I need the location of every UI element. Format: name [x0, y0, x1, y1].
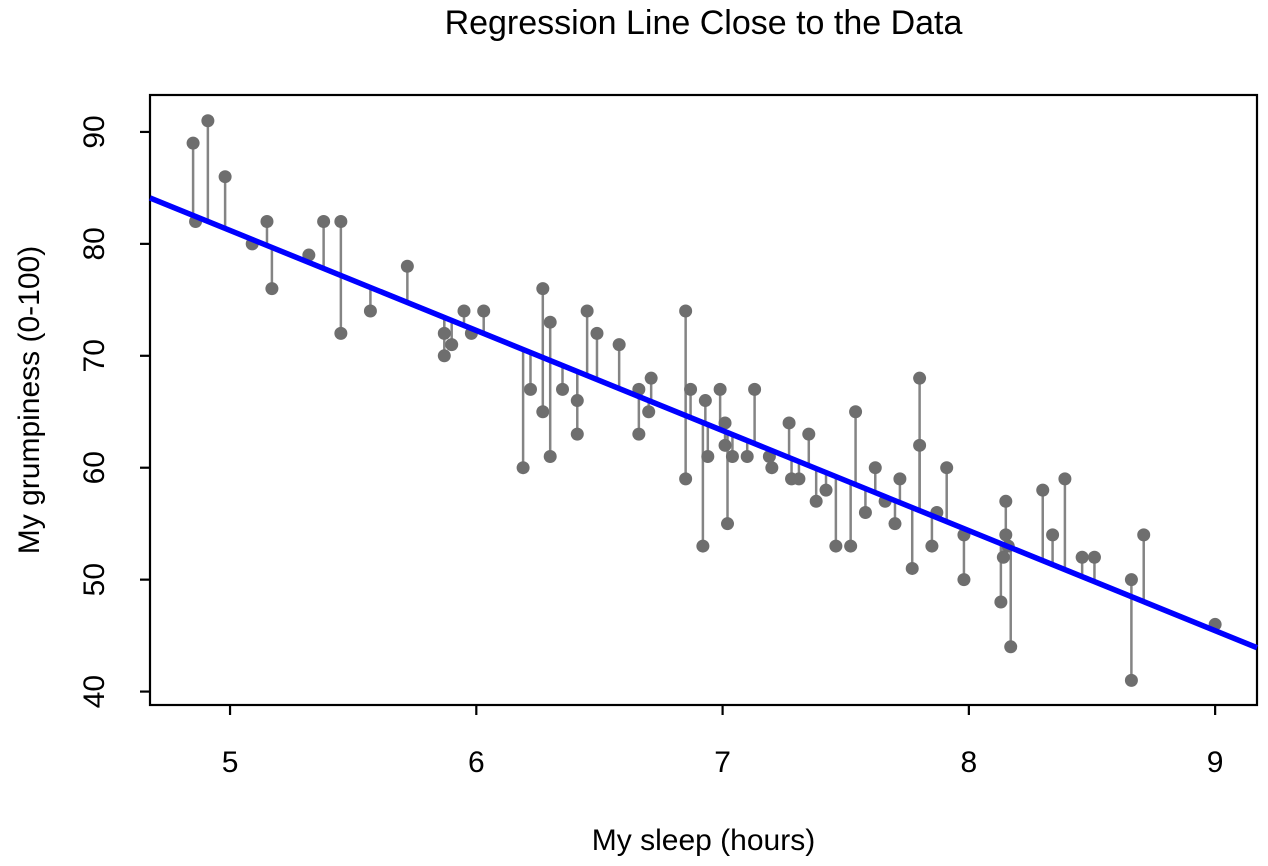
- data-point: [201, 114, 215, 128]
- data-point: [516, 461, 530, 475]
- data-point: [590, 326, 604, 340]
- data-point: [536, 405, 550, 419]
- data-point: [679, 472, 693, 486]
- y-axis-label: My grumpiness (0-100): [13, 245, 46, 555]
- data-point: [437, 326, 451, 340]
- data-point: [1004, 640, 1018, 654]
- data-point: [1075, 550, 1089, 564]
- data-point: [1058, 472, 1072, 486]
- x-axis-label: My sleep (hours): [591, 824, 816, 857]
- data-point: [725, 450, 739, 464]
- x-tick-label: 9: [1207, 746, 1224, 779]
- data-point: [260, 214, 274, 228]
- data-point: [679, 304, 693, 318]
- data-point: [940, 461, 954, 475]
- data-point: [718, 438, 732, 452]
- data-point: [888, 517, 902, 531]
- y-tick-label: 40: [78, 675, 111, 708]
- data-point: [765, 461, 779, 475]
- y-tick-label: 70: [78, 339, 111, 372]
- data-point: [218, 170, 232, 184]
- data-point: [477, 304, 491, 318]
- data-point: [698, 394, 712, 408]
- data-point: [819, 483, 833, 497]
- data-point: [536, 282, 550, 296]
- data-point: [782, 416, 796, 430]
- data-point: [543, 450, 557, 464]
- data-point: [612, 338, 626, 352]
- data-point: [999, 494, 1013, 508]
- data-point: [334, 326, 348, 340]
- data-point: [642, 405, 656, 419]
- data-point: [445, 338, 459, 352]
- data-point: [632, 427, 646, 441]
- data-point: [858, 505, 872, 519]
- data-point: [1046, 528, 1060, 542]
- data-point: [556, 382, 570, 396]
- data-point: [718, 416, 732, 430]
- data-point: [644, 371, 658, 385]
- data-point: [684, 382, 698, 396]
- data-point: [849, 405, 863, 419]
- data-point: [740, 450, 754, 464]
- data-point: [570, 427, 584, 441]
- data-point: [400, 259, 414, 273]
- data-point: [265, 282, 279, 296]
- data-point: [523, 382, 537, 396]
- data-point: [809, 494, 823, 508]
- x-tick-label: 6: [468, 746, 485, 779]
- data-point: [1124, 673, 1138, 687]
- y-tick-label: 80: [78, 227, 111, 260]
- data-point: [701, 450, 715, 464]
- data-point: [186, 136, 200, 150]
- data-point: [437, 349, 451, 363]
- data-point: [999, 528, 1013, 542]
- y-tick-label: 60: [78, 451, 111, 484]
- data-point: [1087, 550, 1101, 564]
- data-point: [996, 550, 1010, 564]
- data-point: [913, 371, 927, 385]
- data-point: [1124, 573, 1138, 587]
- data-point: [802, 427, 816, 441]
- data-point: [570, 394, 584, 408]
- data-point: [829, 539, 843, 553]
- x-tick-label: 8: [961, 746, 978, 779]
- data-point: [721, 517, 735, 531]
- data-point: [1137, 528, 1151, 542]
- data-point: [893, 472, 907, 486]
- data-point: [868, 461, 882, 475]
- data-point: [925, 539, 939, 553]
- data-point: [543, 315, 557, 329]
- data-point: [844, 539, 858, 553]
- data-point: [905, 561, 919, 575]
- data-point: [457, 304, 471, 318]
- x-tick-label: 5: [222, 746, 239, 779]
- x-tick-label: 7: [714, 746, 731, 779]
- data-point: [334, 214, 348, 228]
- y-tick-label: 90: [78, 115, 111, 148]
- chart-title: Regression Line Close to the Data: [444, 4, 963, 42]
- data-point: [317, 214, 331, 228]
- regression-line: [148, 195, 1259, 651]
- data-point: [696, 539, 710, 553]
- data-point: [1036, 483, 1050, 497]
- data-point: [994, 595, 1008, 609]
- data-point: [363, 304, 377, 318]
- data-point: [713, 382, 727, 396]
- data-point: [913, 438, 927, 452]
- y-tick-label: 50: [78, 563, 111, 596]
- data-point: [792, 472, 806, 486]
- data-point: [957, 573, 971, 587]
- plot-box: [148, 93, 1259, 707]
- data-point: [748, 382, 762, 396]
- data-point: [580, 304, 594, 318]
